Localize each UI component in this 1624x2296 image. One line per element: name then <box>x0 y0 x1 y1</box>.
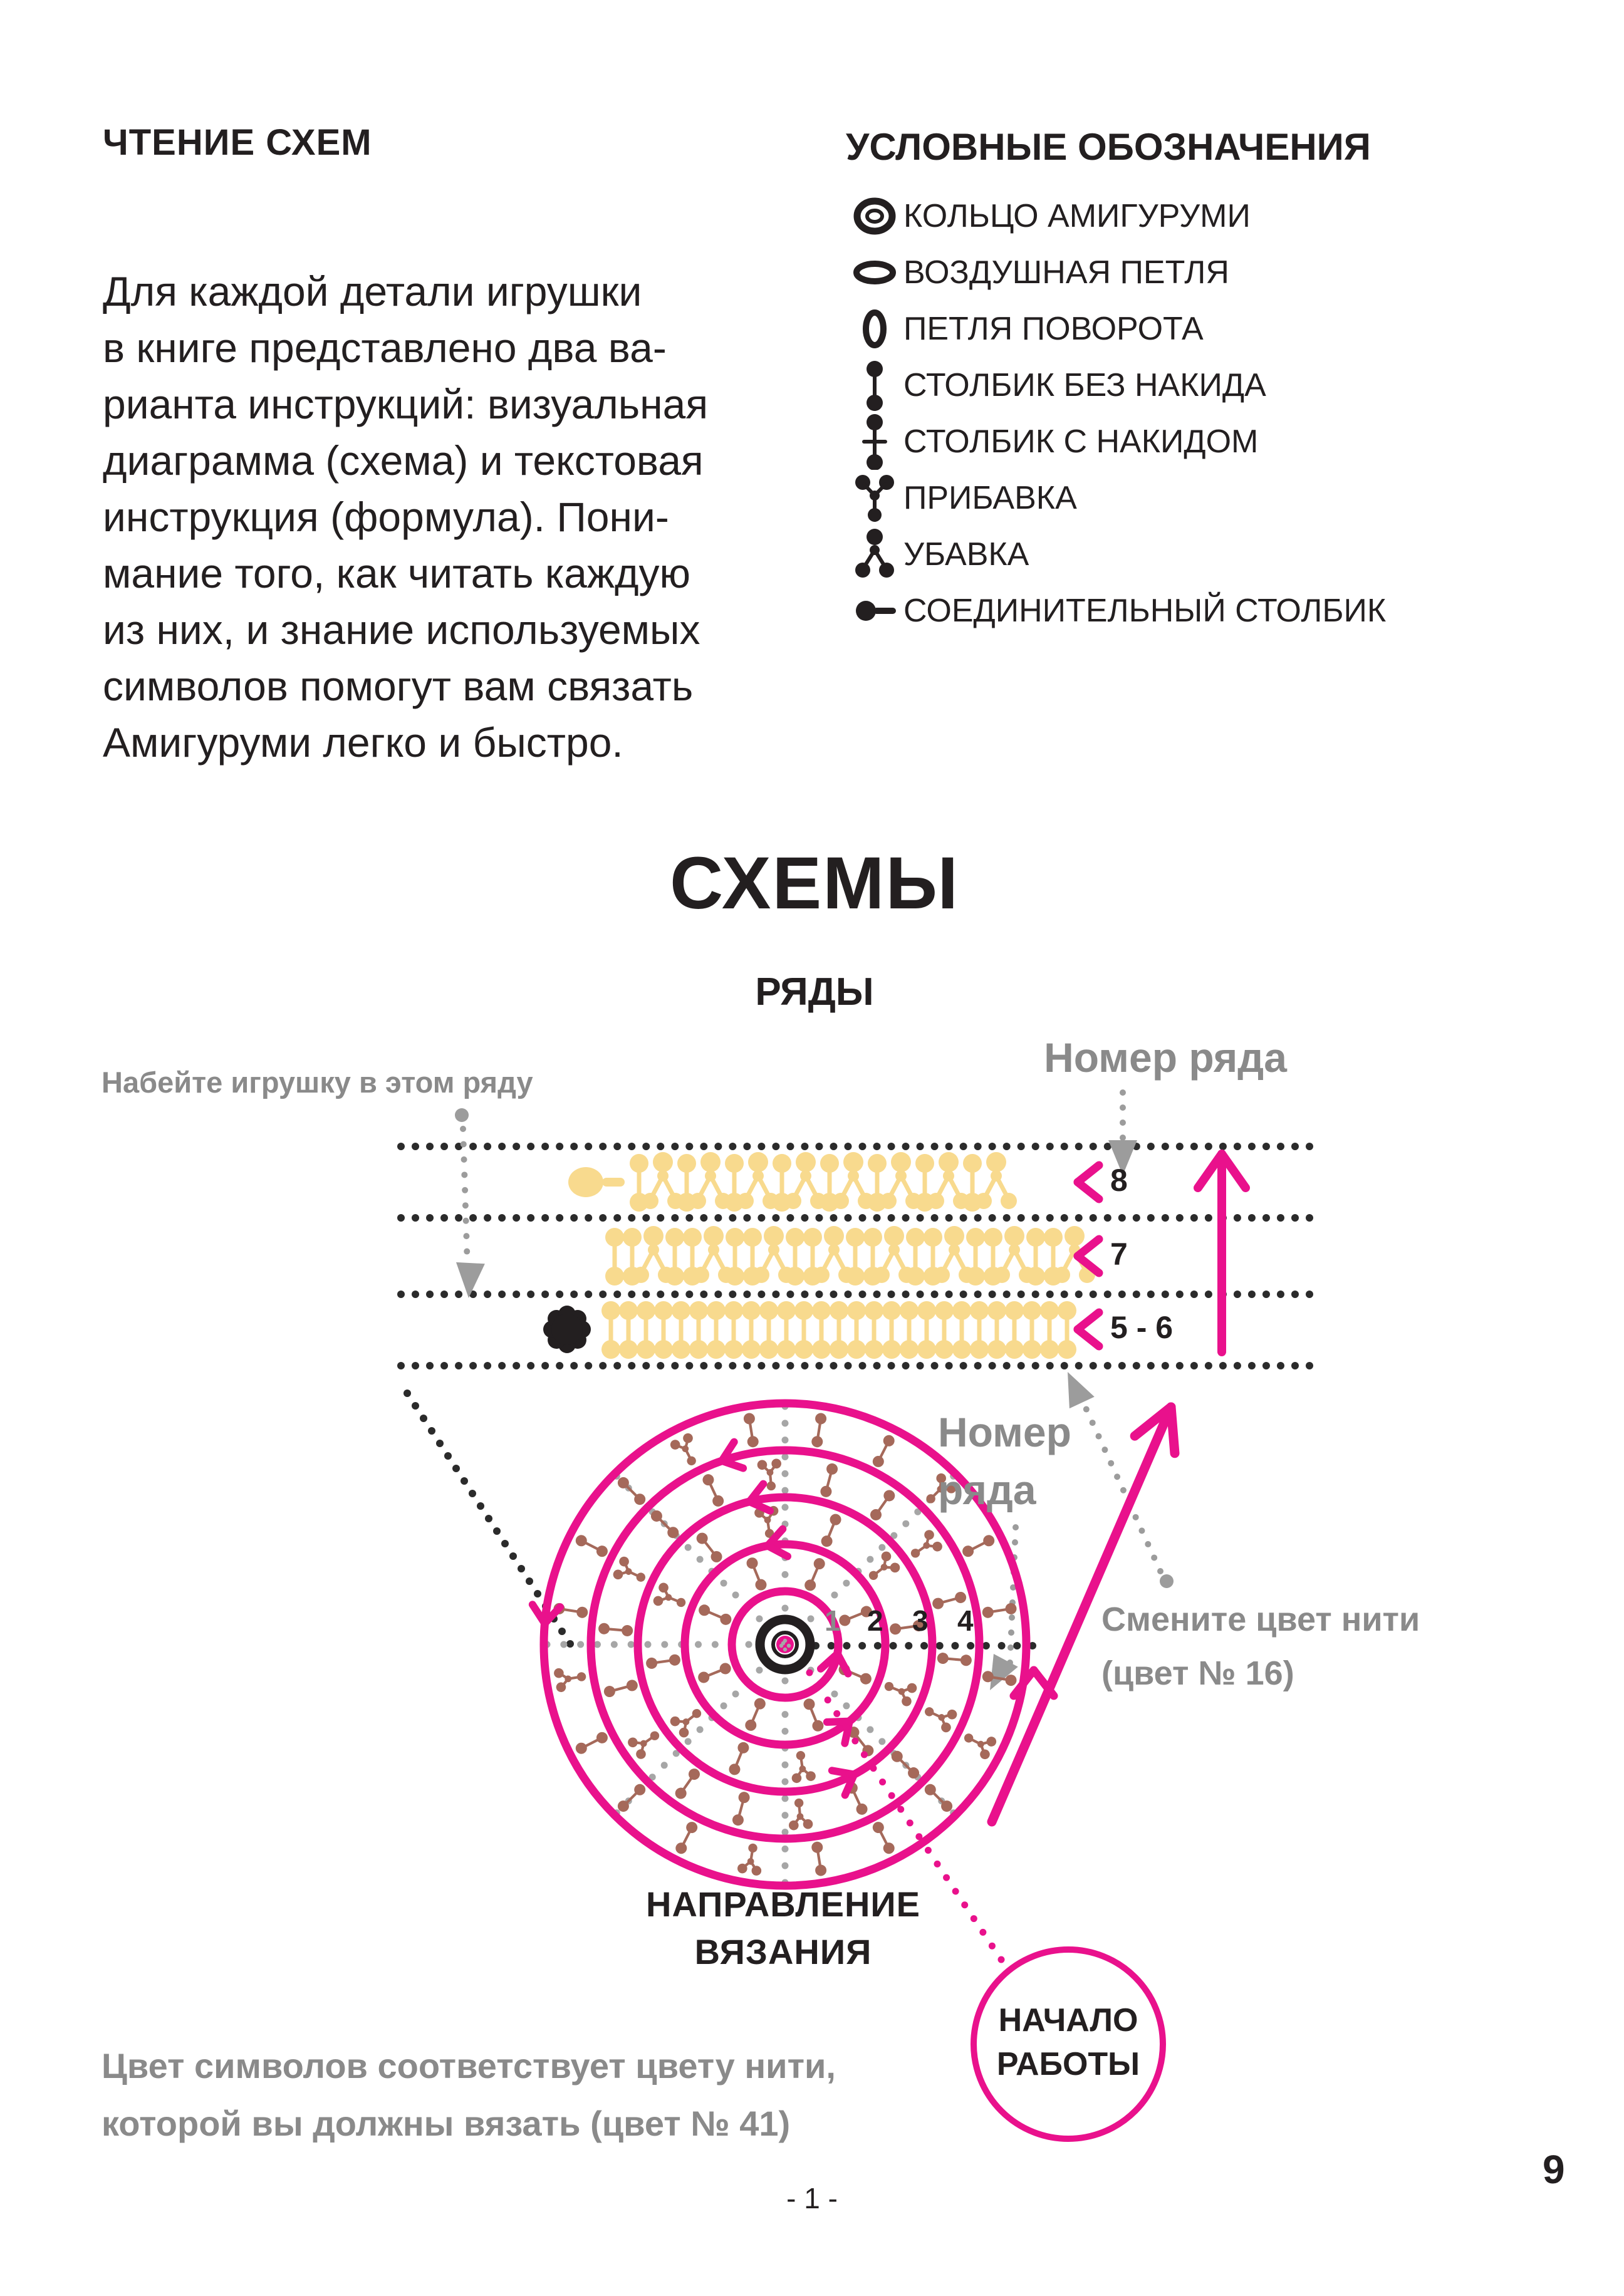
decrease-icon <box>855 529 894 578</box>
row-number: 8 <box>1110 1163 1128 1198</box>
knitting-direction-label: НАПРАВЛЕНИЕ ВЯЗАНИЯ <box>646 1884 920 1971</box>
legend-items: КОЛЬЦО АМИГУРУМИ ВОЗДУШНАЯ ПЕТЛЯ ПЕТЛЯ ПОВ… <box>846 188 1535 639</box>
legend-item: КОЛЬЦО АМИГУРУМИ <box>846 188 1535 244</box>
page-title: ЧТЕНИЕ СХЕМ <box>103 122 372 163</box>
intro-paragraph: Для каждой детали игрушки в книге предст… <box>103 268 709 766</box>
row-number-annotation-mid: Номер ряда <box>938 1409 1071 1513</box>
legend-label: ПРИБАВКА <box>903 480 1077 516</box>
amigurumi-ring-icon <box>853 197 896 235</box>
legend-label: УБАВКА <box>903 536 1029 573</box>
legend-item: СОЕДИНИТЕЛЬНЫЙ СТОЛБИК <box>846 583 1535 639</box>
legend-item: ВОЗДУШНАЯ ПЕТЛЯ <box>846 244 1535 301</box>
legend-label: СОЕДИНИТЕЛЬНЫЙ СТОЛБИК <box>903 593 1387 629</box>
legend-item: СТОЛБИК БЕЗ НАКИДА <box>846 357 1535 413</box>
legend-item: ПЕТЛЯ ПОВОРОТА <box>846 301 1535 357</box>
legend-label: ВОЗДУШНАЯ ПЕТЛЯ <box>903 254 1229 291</box>
legend-label: СТОЛБИК С НАКИДОМ <box>903 423 1259 460</box>
round-number: 2 <box>867 1604 883 1637</box>
change-color-annotation: Смените цвет нити (цвет № 16) <box>1101 1601 1420 1692</box>
legend-heading: УСЛОВНЫЕ ОБОЗНАЧЕНИЯ <box>846 126 1371 168</box>
row-number-annotation-top: Номер ряда <box>1044 1034 1287 1081</box>
round-number: 4 <box>957 1604 974 1637</box>
slip-stitch-icon <box>856 601 896 621</box>
start-of-work-label: НАЧАЛО РАБОТЫ <box>996 2002 1140 2082</box>
legend-item: СТОЛБИК С НАКИДОМ <box>846 413 1535 470</box>
round-number: 3 <box>912 1604 929 1637</box>
legend-label: КОЛЬЦО АМИГУРУМИ <box>903 198 1251 234</box>
footer-page-marker: - 1 - <box>786 2182 838 2215</box>
rows-heading: РЯДЫ <box>755 970 874 1014</box>
schemes-heading: СХЕМЫ <box>670 842 959 925</box>
legend-label: СТОЛБИК БЕЗ НАКИДА <box>903 367 1266 403</box>
single-crochet-icon <box>867 361 883 411</box>
row-number: 7 <box>1110 1237 1128 1272</box>
double-crochet-icon <box>862 414 887 470</box>
row-number: 5 - 6 <box>1110 1310 1174 1345</box>
legend-label: ПЕТЛЯ ПОВОРОТА <box>903 311 1204 347</box>
stuff-row-annotation: Набейте игрушку в этом ряду <box>102 1066 533 1099</box>
increase-icon <box>855 475 894 522</box>
symbol-color-note: Цвет символов соответствует цвету нити, … <box>102 2046 836 2143</box>
legend-item: ПРИБАВКА <box>846 470 1535 526</box>
turning-loop-icon <box>863 309 887 348</box>
page-number: 9 <box>1543 2147 1565 2192</box>
chain-stitch-icon <box>853 261 896 284</box>
round-number: 1 <box>825 1604 841 1637</box>
legend-item: УБАВКА <box>846 526 1535 583</box>
